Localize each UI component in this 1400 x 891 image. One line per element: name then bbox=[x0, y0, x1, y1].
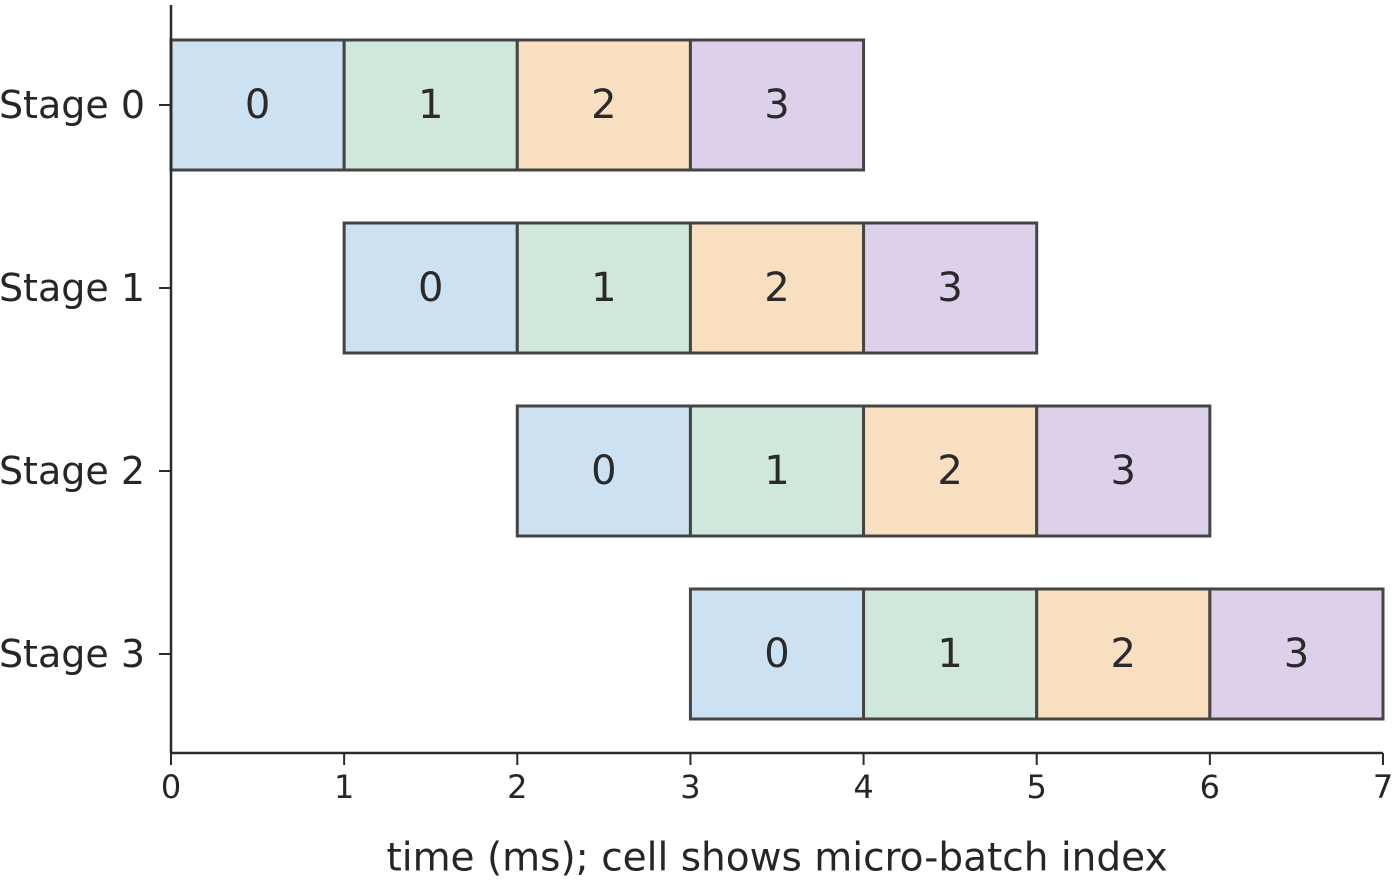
x-tick-label-2: 2 bbox=[507, 768, 527, 806]
stage-label-3: Stage 3 bbox=[0, 632, 145, 676]
cell-label-stage2-batch1: 1 bbox=[764, 448, 789, 494]
cell-stage2-batch1 bbox=[688, 404, 866, 538]
cell-stage0-batch1 bbox=[342, 38, 519, 172]
cell-label-stage2-batch0: 0 bbox=[591, 448, 616, 494]
cell-stage0-batch2 bbox=[515, 38, 692, 172]
cell-label-stage0-batch3: 3 bbox=[764, 82, 789, 128]
x-tick-label-4: 4 bbox=[853, 768, 873, 806]
x-ticks-layer: 0 1 2 3 4 5 6 7 bbox=[161, 753, 1393, 806]
cell-label-stage0-batch0: 0 bbox=[245, 82, 270, 128]
x-tick-label-6: 6 bbox=[1200, 768, 1220, 806]
cell-label-stage3-batch3: 3 bbox=[1284, 631, 1309, 677]
cell-stage1-batch2 bbox=[688, 221, 866, 355]
axes-layer bbox=[169, 5, 1383, 755]
cell-label-stage2-batch3: 3 bbox=[1111, 448, 1136, 494]
cell-stage0-batch0 bbox=[169, 38, 346, 172]
cell-stage1-batch1 bbox=[515, 221, 692, 355]
stage-label-0: Stage 0 bbox=[0, 83, 145, 127]
x-tick-label-5: 5 bbox=[1027, 768, 1047, 806]
stage-label-1: Stage 1 bbox=[0, 266, 145, 310]
cell-label-stage3-batch2: 2 bbox=[1111, 631, 1136, 677]
cell-label-stage1-batch3: 3 bbox=[937, 265, 962, 311]
cell-stage3-batch3 bbox=[1208, 587, 1385, 721]
cell-label-stage2-batch2: 2 bbox=[937, 448, 962, 494]
x-tick-label-7: 7 bbox=[1373, 768, 1393, 806]
cell-stage0-batch3 bbox=[688, 38, 866, 172]
x-tick-label-0: 0 bbox=[161, 768, 181, 806]
cell-label-stage3-batch0: 0 bbox=[764, 631, 789, 677]
x-tick-label-1: 1 bbox=[334, 768, 354, 806]
cell-stage3-batch1 bbox=[862, 587, 1039, 721]
stage-label-2: Stage 2 bbox=[0, 449, 145, 493]
cell-label-stage3-batch1: 1 bbox=[937, 631, 962, 677]
y-ticks-layer: Stage 0 Stage 1 Stage 2 Stage 3 bbox=[0, 83, 171, 676]
cell-label-stage1-batch0: 0 bbox=[418, 265, 443, 311]
cell-stage1-batch3 bbox=[862, 221, 1039, 355]
cell-stage2-batch0 bbox=[515, 404, 692, 538]
cell-stage1-batch0 bbox=[342, 221, 519, 355]
cell-label-stage0-batch1: 1 bbox=[418, 82, 443, 128]
cells-layer: 0 1 2 3 0 1 2 3 0 1 2 3 0 1 2 3 bbox=[169, 38, 1385, 721]
x-axis-title: time (ms); cell shows micro-batch index bbox=[386, 836, 1167, 881]
cell-label-stage1-batch1: 1 bbox=[591, 265, 616, 311]
cell-label-stage0-batch2: 2 bbox=[591, 82, 616, 128]
cell-label-stage1-batch2: 2 bbox=[764, 265, 789, 311]
cell-stage2-batch3 bbox=[1035, 404, 1212, 538]
cell-stage3-batch0 bbox=[688, 587, 866, 721]
x-tick-label-3: 3 bbox=[680, 768, 700, 806]
